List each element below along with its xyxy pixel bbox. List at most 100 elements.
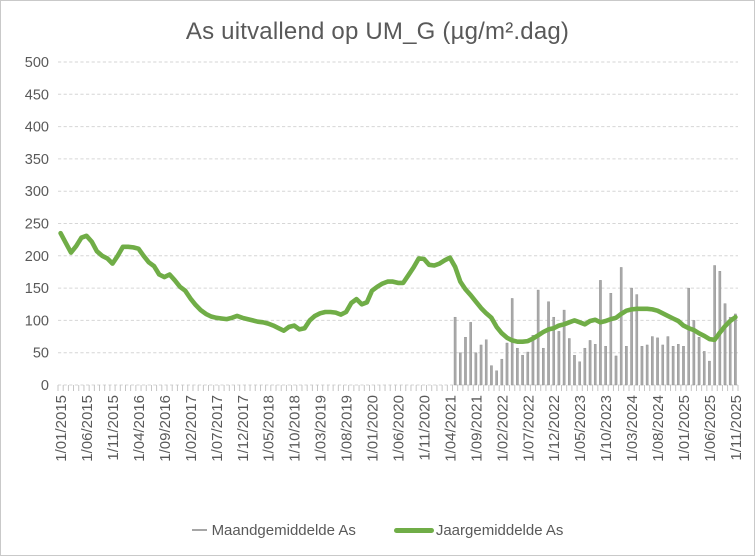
y-tick-label: 350 bbox=[25, 152, 49, 168]
bar-maandgemiddelde bbox=[505, 342, 509, 386]
bar-maandgemiddelde bbox=[531, 335, 535, 386]
bar-series-marker-icon bbox=[191, 529, 207, 531]
bar-maandgemiddelde bbox=[562, 309, 566, 386]
x-tick-label: 1/06/2015 bbox=[79, 395, 96, 462]
bar-series-maandgemiddelde bbox=[453, 265, 737, 386]
bar-maandgemiddelde bbox=[677, 344, 680, 386]
bar-maandgemiddelde bbox=[469, 322, 472, 386]
line-jaargemiddelde bbox=[58, 230, 738, 345]
bar-maandgemiddelde bbox=[490, 365, 493, 386]
bar-maandgemiddelde bbox=[495, 370, 498, 386]
bar-maandgemiddelde bbox=[453, 316, 457, 386]
bar-maandgemiddelde bbox=[516, 347, 519, 386]
y-tick-label: 250 bbox=[25, 217, 49, 233]
x-tick-label: 1/06/2025 bbox=[702, 395, 719, 462]
y-tick-label: 400 bbox=[25, 120, 49, 136]
bar-maandgemiddelde bbox=[474, 352, 478, 386]
legend-label-maandgemiddelde: Maandgemiddelde As bbox=[211, 521, 356, 539]
bar-maandgemiddelde bbox=[479, 344, 483, 386]
line-series-marker-icon bbox=[393, 527, 434, 533]
bar-maandgemiddelde bbox=[484, 339, 488, 386]
bar-maandgemiddelde bbox=[702, 351, 706, 386]
chart-title: As uitvallend op UM_G (µg/m².dag) bbox=[185, 18, 570, 45]
x-tick-label: 1/12/2022 bbox=[546, 395, 563, 462]
bar-maandgemiddelde bbox=[708, 360, 711, 386]
y-tick-label: 200 bbox=[25, 249, 49, 265]
bar-maandgemiddelde bbox=[547, 301, 550, 386]
x-tick-label: 1/01/2020 bbox=[365, 395, 382, 462]
x-tick-label: 1/09/2016 bbox=[157, 395, 174, 462]
bar-maandgemiddelde bbox=[542, 347, 545, 386]
bar-maandgemiddelde bbox=[557, 331, 561, 386]
bar-maandgemiddelde bbox=[588, 340, 592, 386]
bar-maandgemiddelde bbox=[609, 293, 613, 386]
bar-maandgemiddelde bbox=[573, 355, 576, 386]
legend-item-maandgemiddelde: Maandgemiddelde As bbox=[191, 521, 356, 539]
x-tick-label: 1/10/2023 bbox=[598, 395, 615, 462]
x-tick-label: 1/05/2023 bbox=[572, 395, 589, 462]
y-axis-labels: 0 50 100 150 200 250 300 350 400 450 500 bbox=[25, 55, 49, 394]
x-tick-label: 1/08/2024 bbox=[650, 395, 667, 462]
x-tick-label: 1/01/2025 bbox=[676, 395, 693, 462]
x-tick-label: 1/04/2021 bbox=[442, 395, 459, 462]
bar-maandgemiddelde bbox=[567, 338, 571, 386]
x-axis-labels: 1/01/2015 1/06/2015 1/11/2015 1/04/2016 1/09… bbox=[53, 395, 745, 462]
x-tick-label: 1/07/2017 bbox=[209, 395, 226, 462]
gridlines bbox=[58, 61, 738, 386]
x-tick-label: 1/11/2020 bbox=[416, 395, 433, 461]
x-tick-label: 1/05/2018 bbox=[261, 395, 278, 462]
legend-item-jaargemiddelde: Jaargemiddelde As bbox=[393, 521, 564, 539]
bar-maandgemiddelde bbox=[619, 267, 623, 386]
legend-label-jaargemiddelde: Jaargemiddelde As bbox=[435, 521, 564, 539]
x-tick-label: 1/10/2018 bbox=[287, 395, 304, 462]
bar-maandgemiddelde bbox=[682, 346, 685, 386]
bar-maandgemiddelde bbox=[723, 303, 727, 386]
x-axis-ticks bbox=[57, 385, 739, 391]
y-tick-label: 50 bbox=[33, 346, 49, 362]
x-tick-label: 1/08/2019 bbox=[339, 395, 356, 462]
x-tick-label: 1/02/2017 bbox=[183, 395, 200, 462]
bar-maandgemiddelde bbox=[713, 265, 716, 386]
bar-maandgemiddelde bbox=[728, 316, 732, 386]
bar-maandgemiddelde bbox=[625, 346, 628, 386]
bar-maandgemiddelde bbox=[604, 346, 607, 386]
bar-maandgemiddelde bbox=[593, 344, 597, 386]
bar-maandgemiddelde bbox=[458, 352, 462, 386]
y-tick-label: 300 bbox=[25, 184, 49, 200]
y-tick-label: 150 bbox=[25, 281, 49, 297]
bar-maandgemiddelde bbox=[661, 344, 665, 386]
x-tick-label: 1/03/2024 bbox=[624, 395, 641, 462]
bar-maandgemiddelde bbox=[692, 320, 696, 386]
x-tick-label: 1/04/2016 bbox=[131, 395, 148, 462]
y-tick-label: 0 bbox=[41, 378, 49, 394]
bar-maandgemiddelde bbox=[552, 316, 556, 386]
bar-maandgemiddelde bbox=[734, 313, 737, 386]
bar-maandgemiddelde bbox=[630, 287, 633, 386]
x-tick-label: 1/03/2019 bbox=[313, 395, 330, 462]
legend: Maandgemiddelde As Jaargemiddelde As bbox=[1, 515, 754, 545]
bar-maandgemiddelde bbox=[651, 336, 654, 386]
x-tick-label: 1/07/2022 bbox=[520, 395, 537, 462]
x-tick-label: 1/01/2015 bbox=[53, 395, 70, 462]
bar-maandgemiddelde bbox=[687, 287, 690, 386]
bar-maandgemiddelde bbox=[614, 355, 618, 386]
bar-maandgemiddelde bbox=[645, 344, 649, 386]
bar-maandgemiddelde bbox=[578, 361, 581, 386]
bar-maandgemiddelde bbox=[464, 336, 467, 386]
x-tick-label: 1/11/2025 bbox=[728, 395, 745, 461]
bar-maandgemiddelde bbox=[521, 355, 524, 386]
bar-maandgemiddelde bbox=[640, 346, 644, 386]
y-tick-label: 500 bbox=[25, 55, 49, 71]
y-tick-label: 450 bbox=[25, 87, 49, 103]
bar-maandgemiddelde bbox=[526, 351, 530, 386]
bar-maandgemiddelde bbox=[671, 346, 675, 386]
x-tick-label: 1/11/2015 bbox=[105, 395, 122, 461]
x-tick-label: 1/06/2020 bbox=[391, 395, 408, 462]
bar-maandgemiddelde bbox=[656, 337, 659, 386]
bar-maandgemiddelde bbox=[697, 336, 701, 386]
bar-maandgemiddelde bbox=[500, 358, 504, 386]
x-tick-label: 1/02/2022 bbox=[494, 395, 511, 462]
x-tick-label: 1/09/2021 bbox=[468, 395, 485, 462]
bar-maandgemiddelde bbox=[599, 280, 602, 386]
